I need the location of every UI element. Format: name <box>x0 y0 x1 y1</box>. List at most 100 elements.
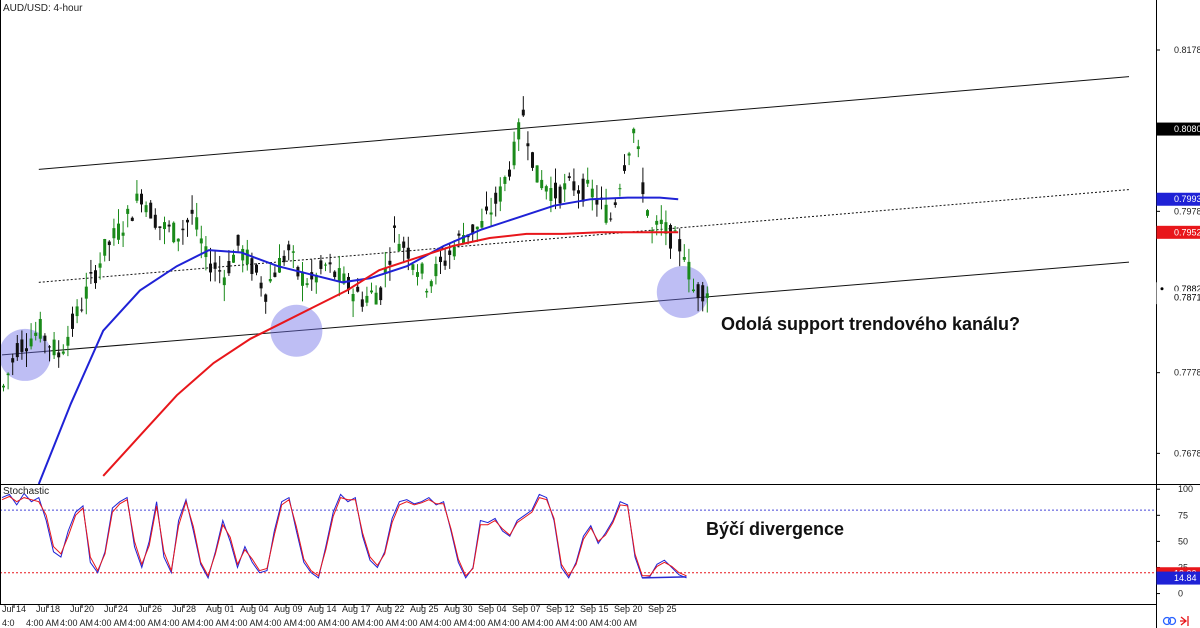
candle <box>48 345 51 362</box>
candle <box>268 264 272 284</box>
candle-body <box>659 219 663 225</box>
candle <box>402 236 406 264</box>
candle <box>475 226 479 242</box>
x-date-label: Aug 30 <box>444 604 473 614</box>
stoch-y-tick-label: 50 <box>1178 536 1188 546</box>
x-date-label: Sep 07 <box>512 604 541 614</box>
candle-body <box>406 247 410 259</box>
candle-body <box>627 153 631 156</box>
candle-body <box>80 309 84 311</box>
candle <box>291 245 295 269</box>
candle <box>586 167 590 187</box>
candle-body <box>245 249 249 265</box>
candle <box>57 340 61 368</box>
candle <box>360 291 364 312</box>
candle-body <box>190 209 194 214</box>
candle <box>623 154 626 174</box>
candle <box>696 282 700 312</box>
candle <box>287 240 291 261</box>
candle <box>209 247 212 282</box>
candle <box>452 240 456 260</box>
candle-body <box>544 186 548 192</box>
candle-body <box>554 182 557 199</box>
candle-body <box>218 270 222 272</box>
candle <box>43 333 47 354</box>
candle <box>130 216 134 222</box>
candle-body <box>618 188 622 190</box>
candle-body <box>167 224 171 227</box>
candle-body <box>572 181 576 191</box>
candle <box>577 185 580 209</box>
candle-body <box>273 272 277 277</box>
candle-body <box>11 358 15 363</box>
candle <box>379 286 383 306</box>
candle <box>572 168 576 196</box>
candle <box>259 276 263 297</box>
candle-body <box>287 244 291 251</box>
candle <box>678 228 682 267</box>
candle-body <box>227 261 231 274</box>
candle-body <box>577 190 580 194</box>
candle <box>52 331 56 360</box>
candle-body <box>347 276 350 291</box>
candle <box>222 269 226 302</box>
candle-body <box>650 230 654 232</box>
candle <box>393 216 396 243</box>
x-date-label: Sep 25 <box>648 604 677 614</box>
candle-body <box>379 287 383 301</box>
x-time-label: 4:00 AM <box>332 618 365 628</box>
price-tag: 0.7952 <box>1156 225 1200 239</box>
x-date-label: Aug 14 <box>308 604 337 614</box>
arrow-right-icon[interactable] <box>1180 616 1189 626</box>
candle-body <box>462 235 465 244</box>
candle <box>301 262 304 302</box>
candle <box>278 244 281 273</box>
x-time-label: 4:00 AM <box>604 618 637 628</box>
candle <box>153 208 157 230</box>
candle-body <box>692 289 695 292</box>
candle-body <box>130 217 134 221</box>
candle-body <box>705 293 709 298</box>
candle <box>609 212 613 222</box>
link-icon[interactable] <box>1162 616 1177 626</box>
candle-body <box>103 239 107 256</box>
toolbar[interactable] <box>1162 616 1189 626</box>
price-tag-bg <box>1156 192 1200 206</box>
x-date-label: Jul 18 <box>36 604 60 614</box>
candle <box>98 252 102 280</box>
candle-body <box>590 188 594 198</box>
candle-body <box>117 223 120 240</box>
candle-body <box>126 208 130 214</box>
candle-body <box>457 233 461 236</box>
candle-body <box>420 263 424 274</box>
support-circles <box>0 266 709 381</box>
candle <box>282 250 286 266</box>
candle-body <box>425 290 429 293</box>
candle <box>29 323 33 350</box>
stoch-tag-label: 14.84 <box>1174 573 1197 583</box>
price-tag-label: 0.7993 <box>1174 194 1200 204</box>
candle-body <box>314 274 318 283</box>
candle <box>38 311 42 343</box>
x-time-label: 4:00 AM <box>536 618 569 628</box>
candle <box>25 333 28 367</box>
x-date-label: Aug 22 <box>376 604 405 614</box>
candle <box>255 263 258 276</box>
candle <box>71 306 74 337</box>
candle-body <box>209 263 212 273</box>
candle-body <box>494 192 498 204</box>
candle <box>544 184 548 200</box>
candle <box>627 151 631 166</box>
candle-body <box>586 179 590 184</box>
candle-body <box>682 257 686 260</box>
chart-title: AUD/USD: 4-hour <box>3 3 83 14</box>
x-date-label: Jul 14 <box>2 604 26 614</box>
candle-body <box>199 238 203 244</box>
x-date-label: Jul 26 <box>138 604 162 614</box>
candle <box>264 293 268 314</box>
candle <box>227 250 231 276</box>
candle-body <box>342 273 346 284</box>
divergence-line <box>642 576 687 579</box>
